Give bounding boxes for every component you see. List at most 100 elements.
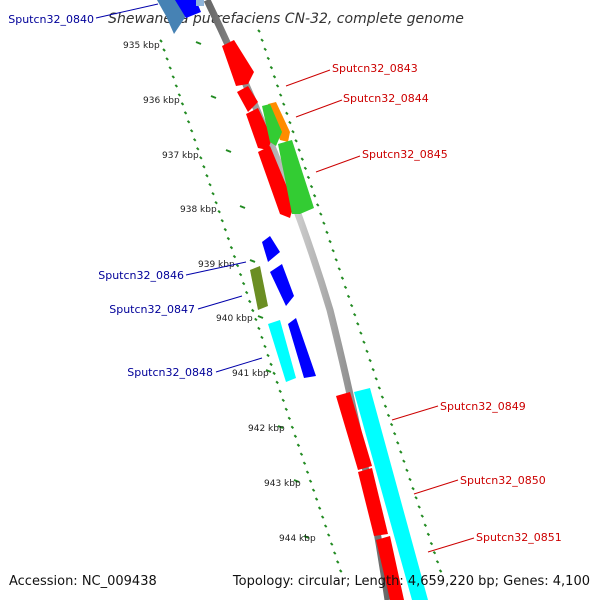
inner-track-dot — [177, 93, 182, 97]
outer-track-dot — [429, 541, 434, 546]
inner-track-dot — [290, 425, 295, 429]
inner-track-dot — [238, 272, 243, 277]
gene-label-sputcn32-0843[interactable]: Sputcn32_0843 — [332, 62, 418, 75]
outer-track-dot — [346, 294, 351, 299]
outer-track-dot — [291, 129, 295, 134]
inner-track-dot — [314, 497, 319, 501]
outer-track-dot — [309, 184, 314, 189]
gene-label-sputcn32-0840[interactable]: Sputcn32_0840 — [8, 13, 94, 26]
outer-track-dot — [316, 203, 320, 207]
tick-label-942: 942 kbp — [248, 424, 285, 434]
gene-features — [157, 0, 428, 600]
inner-track-dot — [229, 245, 234, 250]
outer-track-dot — [325, 230, 329, 235]
outer-track-dot — [282, 102, 286, 106]
outer-track-dot — [349, 303, 354, 308]
gene-label-sputcn32-0848[interactable]: Sputcn32_0848 — [127, 366, 213, 379]
inner-track-dot — [305, 470, 310, 474]
gene-label-sputcn32-0849[interactable]: Sputcn32_0849 — [440, 400, 526, 413]
inner-track-dot — [284, 407, 288, 412]
outer-track-dot — [300, 157, 304, 161]
outer-track-dot — [438, 569, 443, 573]
gene-feature-sputcn32-0848-blue[interactable] — [288, 318, 316, 378]
outer-track-dot — [389, 422, 394, 427]
gene-feature-sputcn32-0840-b[interactable] — [175, 0, 201, 18]
gene-feature-sputcn32-0843-c[interactable] — [246, 108, 272, 150]
inner-track-dot — [299, 452, 304, 456]
tick-label-941: 941 kbp — [232, 369, 269, 379]
major-tick-1 — [210, 95, 217, 99]
axis-ticks — [159, 29, 443, 573]
inner-track-dot — [235, 263, 240, 268]
gene-label-sputcn32-0850[interactable]: Sputcn32_0850 — [460, 474, 546, 487]
outer-track-dot — [275, 84, 280, 88]
inner-track-dot — [287, 416, 292, 420]
genome-summary-text: Topology: circular; Length: 4,659,220 bp… — [232, 574, 590, 589]
outer-track-dot — [392, 432, 397, 436]
gene-feature-sputcn32-0843-b[interactable] — [237, 86, 258, 112]
gene-label-sputcn32-0844[interactable]: Sputcn32_0844 — [343, 92, 429, 105]
gene-feature-sputcn32-0843-d[interactable] — [258, 146, 294, 218]
gene-feature-sputcn32-0850[interactable] — [358, 468, 388, 536]
gene-feature-sputcn32-0848[interactable] — [268, 320, 296, 382]
outer-track-dot — [368, 358, 372, 363]
gene-label-sputcn32-0845[interactable]: Sputcn32_0845 — [362, 148, 448, 161]
inner-track-dot — [317, 506, 322, 510]
outer-track-dot — [423, 523, 428, 527]
gene-feature-sputcn32-0845-a[interactable] — [262, 104, 282, 146]
gene-feature-sputcn32-0844[interactable] — [268, 102, 290, 142]
outer-track-dot — [426, 532, 431, 537]
outer-track-dot — [297, 148, 301, 152]
inner-track-dot — [320, 515, 325, 519]
inner-track-dot — [174, 84, 179, 88]
outer-track-dot — [396, 441, 400, 445]
outer-track-dot — [383, 404, 388, 408]
inner-track-dot — [232, 254, 237, 259]
gene-label-sputcn32-0846[interactable]: Sputcn32_0846 — [98, 269, 184, 282]
gene-labels: Sputcn32_0840 Sputcn32_0843 Sputcn32_084… — [8, 13, 562, 544]
outer-track-dot — [294, 139, 298, 143]
inner-track-dot — [302, 461, 307, 465]
major-tick-6 — [265, 369, 272, 373]
outer-track-dot — [266, 56, 270, 61]
outer-track-dot — [334, 258, 338, 262]
inner-track-dot — [308, 479, 313, 483]
outer-track-dot — [374, 377, 378, 381]
gene-feature-sputcn32-0846[interactable] — [262, 236, 280, 262]
gene-feature-sputcn32-0843[interactable] — [222, 40, 254, 86]
inner-track-dot — [214, 200, 218, 205]
inner-track-dot — [323, 524, 328, 528]
gene-label-sputcn32-0851[interactable]: Sputcn32_0851 — [476, 531, 562, 544]
gene-feature-sputcn32-0849[interactable] — [336, 392, 372, 470]
gene-feature-sputcn32-0845[interactable] — [278, 140, 314, 214]
tick-label-939: 939 kbp — [198, 260, 235, 270]
outer-track-dot — [399, 450, 403, 454]
inner-track-dot — [192, 138, 197, 142]
outer-track-dot — [343, 285, 348, 289]
outer-track-dot — [278, 93, 283, 97]
inner-track-dot — [223, 227, 228, 232]
gene-label-sputcn32-0847[interactable]: Sputcn32_0847 — [109, 303, 195, 316]
outer-track-dot — [377, 386, 382, 390]
outer-track-dot — [331, 248, 335, 253]
inner-track-dot — [257, 326, 261, 331]
tick-label-937: 937 kbp — [162, 151, 199, 161]
major-tick-0 — [195, 41, 202, 45]
major-tick-5 — [257, 315, 264, 319]
inner-track-dot — [205, 174, 209, 178]
inner-track-dot — [260, 335, 264, 340]
outer-track-dot — [417, 505, 421, 509]
gene-feature-sputcn32-0846-b[interactable] — [270, 264, 294, 306]
outer-track-dot — [432, 550, 437, 555]
inner-track-dot — [217, 209, 221, 214]
inner-track-dot — [336, 560, 340, 564]
inner-track-dot — [326, 533, 331, 537]
inner-track-dot — [339, 569, 343, 573]
major-tick-9 — [303, 535, 310, 539]
inner-track-dot — [293, 434, 298, 438]
gene-feature-sputcn32-0850-b[interactable] — [376, 536, 404, 600]
gene-feature-sputcn32-0851[interactable] — [354, 388, 428, 600]
gene-feature-sputcn32-0847[interactable] — [250, 266, 268, 310]
inner-track-dot — [266, 353, 270, 358]
